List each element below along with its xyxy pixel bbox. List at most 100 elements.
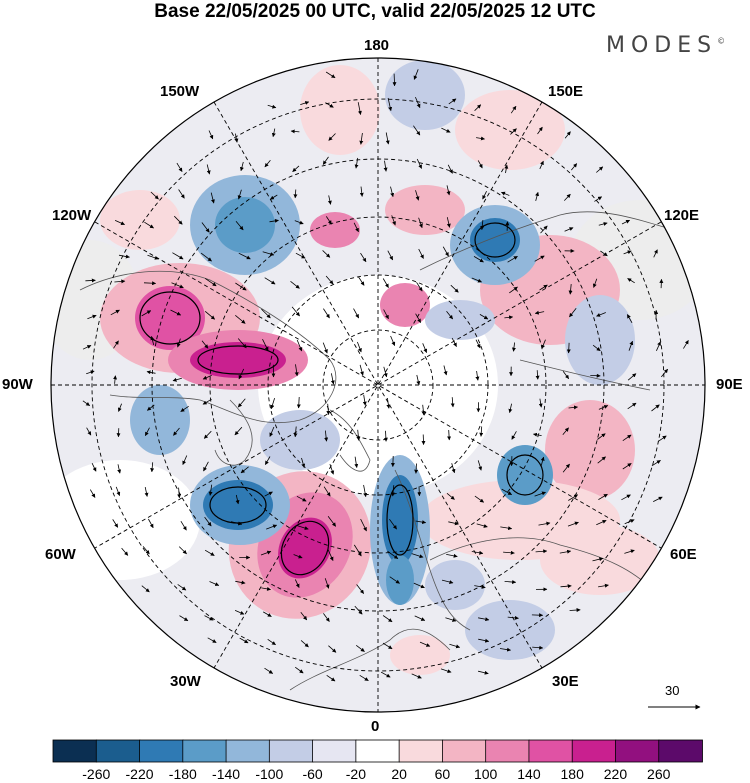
wind-arrow — [323, 308, 330, 319]
wind-arrow — [296, 339, 303, 352]
wind-arrow — [147, 254, 159, 260]
wind-arrow — [141, 585, 150, 593]
wind-arrow — [234, 133, 239, 143]
wind-arrow — [238, 368, 245, 380]
wind-arrow — [540, 225, 548, 234]
wind-arrow — [264, 667, 274, 674]
wind-arrow — [447, 429, 452, 441]
wind-arrow — [624, 519, 635, 525]
wind-arrow — [356, 584, 365, 594]
colorbar-swatch — [355, 739, 401, 763]
lon-label-180: 180 — [364, 37, 390, 54]
wind-arrow — [117, 403, 122, 412]
wind-arrow — [538, 398, 543, 408]
colorbar-swatch — [485, 739, 530, 763]
wind-arrow — [359, 674, 369, 682]
wind-arrow — [473, 256, 484, 263]
wind-arrow — [267, 638, 276, 646]
wind-arrow — [559, 549, 572, 554]
wind-arrow — [657, 435, 667, 442]
wind-arrow — [240, 466, 249, 474]
colorbar-swatch — [95, 739, 141, 763]
wind-arrow — [510, 105, 517, 114]
wind-arrow — [271, 128, 276, 138]
wind-arrow — [291, 306, 300, 317]
wind-arrow — [294, 364, 299, 377]
wind-arrow — [150, 191, 159, 200]
wind-arrow — [471, 550, 484, 555]
wind-arrow — [235, 220, 244, 231]
wind-arrow — [653, 496, 663, 502]
wind-arrow — [504, 580, 517, 585]
wind-arrow — [141, 310, 152, 317]
wind-arrow — [626, 314, 633, 323]
brand-text: MODES — [606, 33, 718, 58]
wind-arrow — [443, 365, 448, 376]
wind-arrow — [535, 191, 540, 202]
wind-arrow — [568, 494, 579, 501]
wind-arrow — [294, 220, 304, 225]
wind-arrow — [416, 374, 421, 386]
wind-arrow — [418, 217, 423, 229]
wind-arrow — [354, 157, 359, 169]
colorbar-label: 220 — [603, 766, 628, 782]
wind-arrow — [264, 456, 271, 465]
wind-arrow — [322, 250, 331, 258]
colorbar-swatch — [182, 739, 227, 763]
wind-arrow — [446, 492, 455, 500]
wind-arrow — [596, 519, 607, 526]
wind-arrow — [445, 617, 457, 622]
wind-arrow — [204, 278, 217, 287]
wind-arrow — [328, 133, 336, 141]
lon-label-60e: 60E — [670, 546, 697, 563]
wind-arrow — [471, 277, 482, 283]
wind-arrow — [450, 397, 455, 408]
wind-arrow — [567, 521, 579, 527]
wind-arrow — [237, 398, 246, 408]
wind-arrow — [504, 315, 514, 320]
wind-arrow — [451, 337, 457, 347]
wind-arrow — [180, 405, 189, 412]
wind-arrow — [121, 547, 129, 556]
wind-arrow — [269, 218, 279, 223]
wind-arrow — [208, 130, 214, 140]
colorbar-swatch — [615, 739, 660, 763]
wind-arrow — [537, 126, 543, 135]
wind-arrow — [475, 339, 481, 349]
colorbar-swatch — [268, 739, 314, 763]
wind-arrow — [507, 255, 518, 263]
wind-arrow — [172, 377, 182, 382]
wind-arrow — [210, 192, 215, 204]
wind-arrow — [267, 104, 277, 109]
wind-arrow — [383, 366, 388, 378]
colorbar-label: -180 — [168, 766, 197, 782]
wind-arrow — [478, 617, 490, 622]
wind-arrow — [683, 340, 689, 349]
brand-mark: © — [717, 36, 726, 46]
wind-arrow — [357, 276, 365, 286]
wind-arrow — [421, 404, 426, 416]
wind-arrow — [144, 221, 154, 229]
wind-arrow — [203, 430, 212, 439]
wind-arrow — [328, 645, 337, 653]
wind-arrow — [325, 102, 334, 108]
wind-arrow — [238, 252, 251, 260]
wind-arrow — [390, 335, 396, 346]
wind-arrow — [150, 462, 155, 473]
wind-arrow — [360, 518, 367, 532]
wind-arrow — [203, 461, 209, 472]
wind-arrow — [87, 314, 97, 320]
wind-arrow — [170, 309, 182, 316]
wind-arrow — [353, 308, 360, 319]
wind-arrow — [562, 427, 569, 435]
wind-arrow — [326, 674, 336, 682]
wind-arrow — [178, 546, 187, 555]
wind-arrow — [294, 579, 300, 588]
colorbar-label: -20 — [345, 766, 366, 782]
wind-arrow — [89, 489, 96, 498]
wind-arrow — [292, 165, 300, 172]
wind-arrow — [387, 97, 393, 112]
wind-arrow — [324, 430, 329, 442]
wind-arrow — [569, 608, 581, 613]
wind-arrow — [449, 643, 461, 649]
